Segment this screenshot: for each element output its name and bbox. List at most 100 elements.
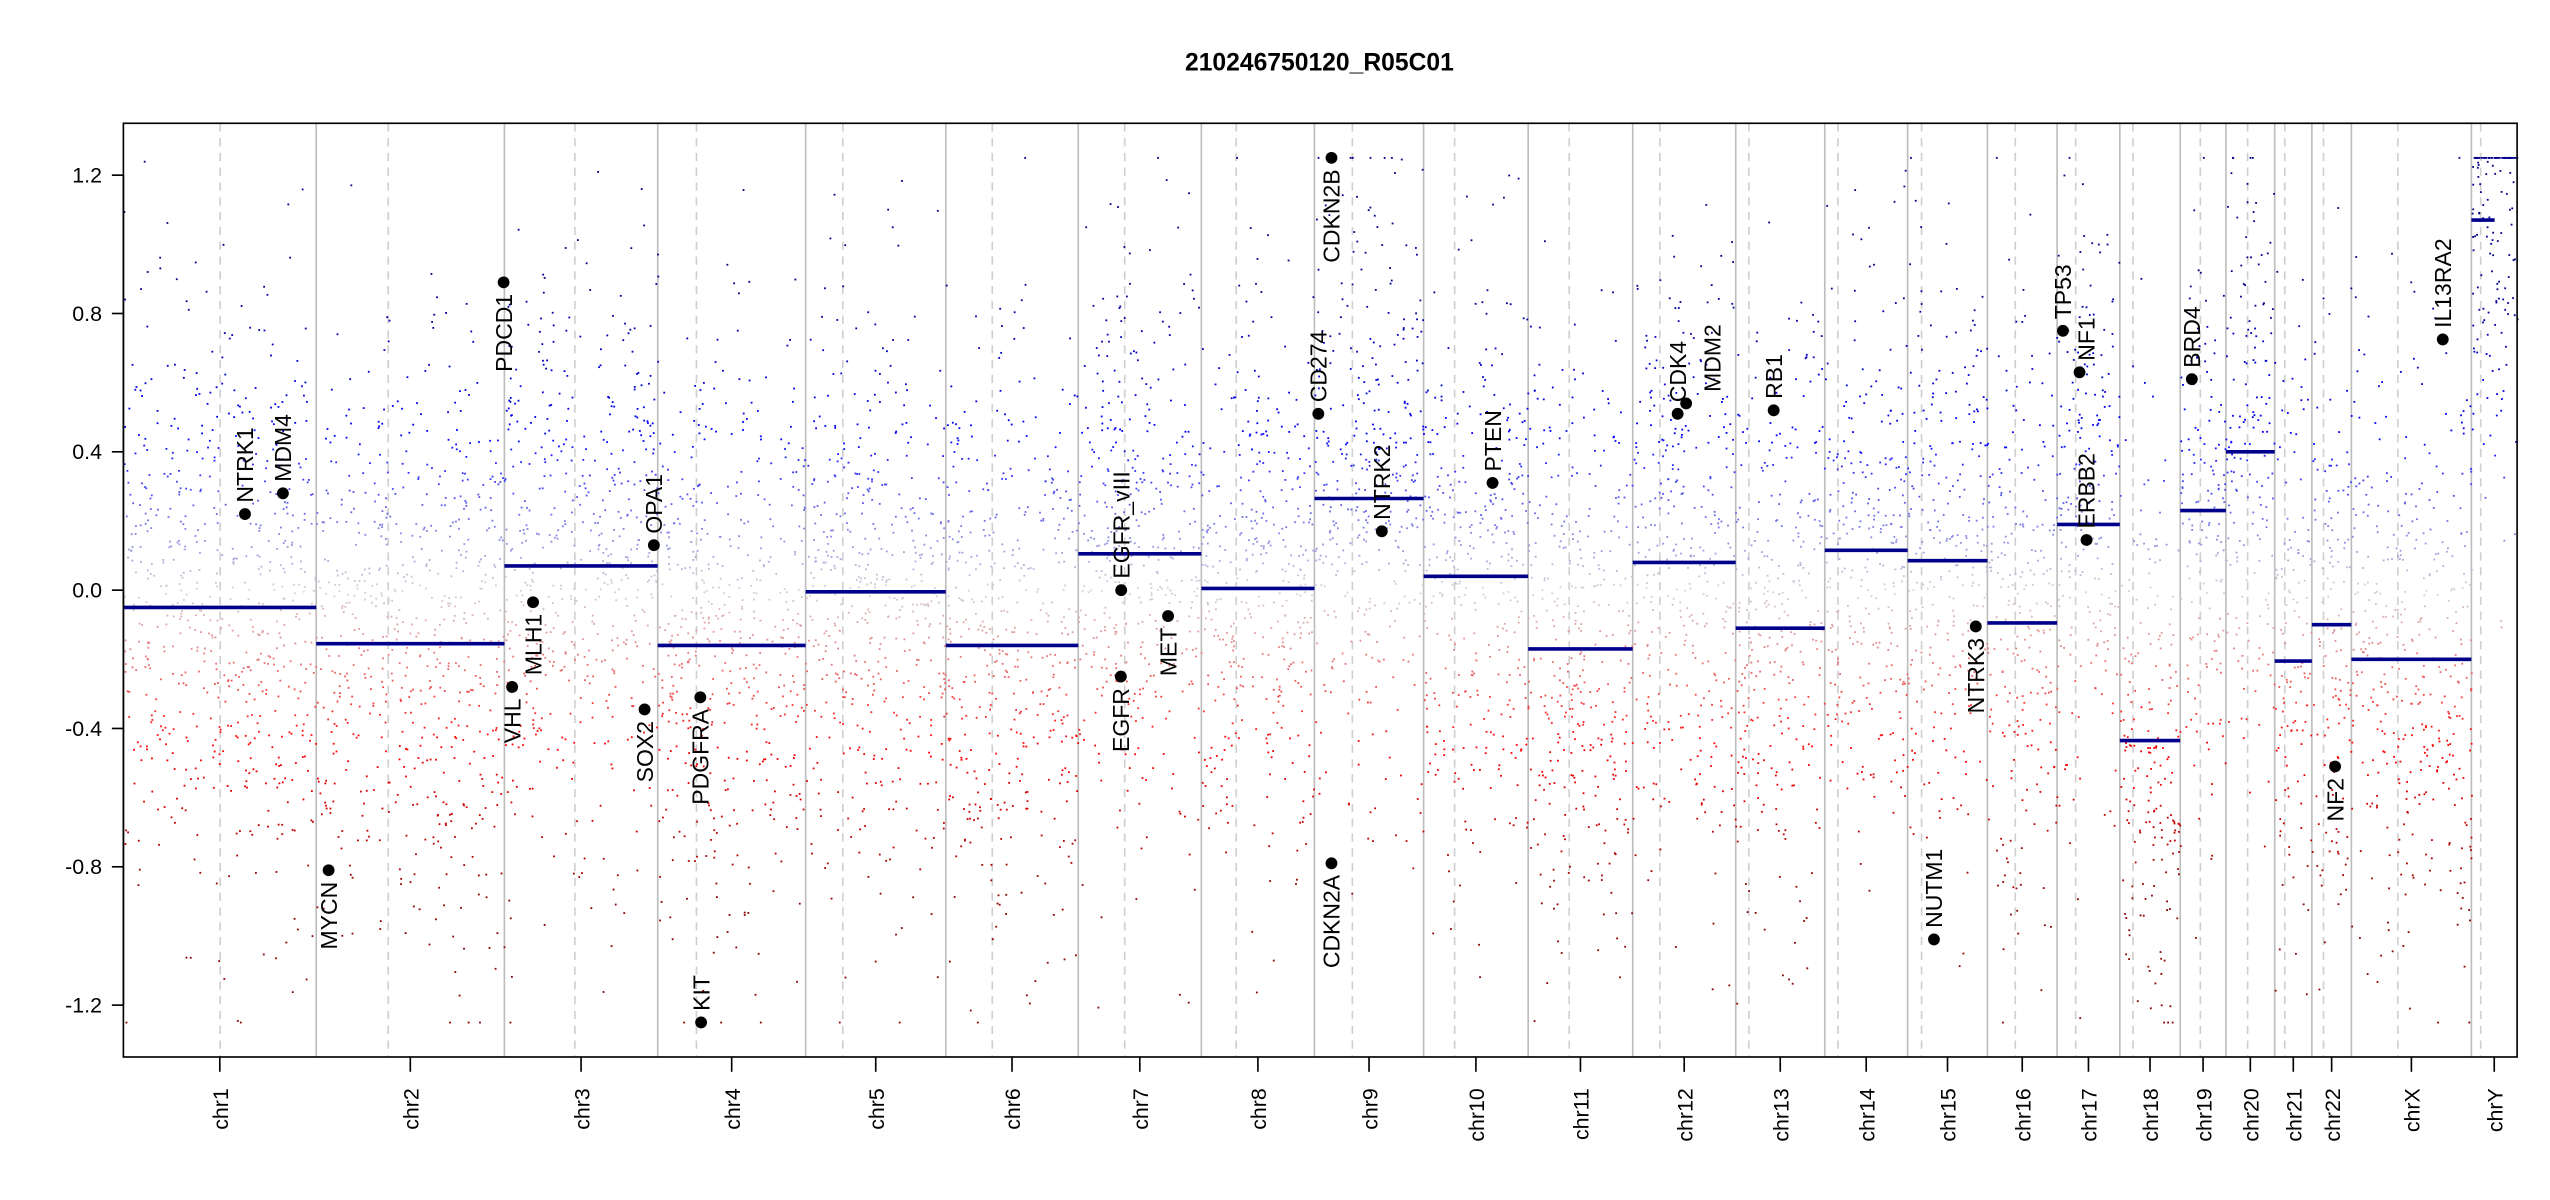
probe-point xyxy=(433,634,436,636)
probe-point xyxy=(1291,762,1294,764)
probe-point xyxy=(206,402,209,405)
probe-point xyxy=(958,551,961,554)
probe-point xyxy=(1077,742,1080,744)
probe-point xyxy=(1479,413,1482,416)
probe-point xyxy=(661,715,663,718)
probe-point xyxy=(1152,674,1155,677)
probe-point xyxy=(1210,618,1213,621)
probe-point xyxy=(667,720,670,723)
probe-point xyxy=(1207,683,1210,686)
probe-point xyxy=(542,608,545,610)
probe-point xyxy=(1281,637,1284,640)
probe-point xyxy=(479,730,481,733)
probe-point xyxy=(1051,713,1054,716)
probe-point xyxy=(1493,493,1496,495)
probe-point xyxy=(181,807,184,810)
probe-point xyxy=(194,535,197,537)
probe-point xyxy=(336,700,339,703)
probe-point xyxy=(140,560,142,563)
probe-point xyxy=(1052,508,1054,510)
probe-point xyxy=(185,300,188,303)
probe-point xyxy=(1516,559,1518,562)
probe-point xyxy=(449,813,451,816)
probe-point xyxy=(1518,463,1521,465)
probe-point xyxy=(213,750,216,753)
probe-point xyxy=(1269,733,1272,736)
probe-point xyxy=(1193,888,1196,891)
probe-point xyxy=(128,407,131,410)
probe-point xyxy=(1061,388,1064,391)
probe-point xyxy=(1575,521,1577,523)
probe-point xyxy=(793,754,796,756)
probe-point xyxy=(965,561,967,564)
probe-point xyxy=(135,525,137,528)
probe-point xyxy=(895,714,898,717)
probe-point xyxy=(391,405,394,407)
probe-point xyxy=(701,403,704,405)
probe-point xyxy=(1162,533,1165,536)
probe-point xyxy=(1190,606,1193,609)
probe-point xyxy=(772,890,775,893)
probe-point xyxy=(864,618,867,621)
probe-point xyxy=(1284,778,1287,780)
probe-point xyxy=(263,329,266,332)
probe-point xyxy=(255,872,257,874)
probe-point xyxy=(483,612,486,615)
probe-point xyxy=(857,575,860,578)
probe-point xyxy=(544,624,547,626)
probe-point xyxy=(484,554,487,557)
probe-point xyxy=(439,646,441,649)
probe-point xyxy=(1168,664,1171,667)
probe-point xyxy=(199,552,201,554)
probe-point xyxy=(486,617,489,620)
probe-point xyxy=(707,563,710,566)
probe-point xyxy=(1006,439,1009,442)
probe-point xyxy=(716,338,719,341)
probe-point xyxy=(1415,517,1418,520)
probe-point xyxy=(389,515,392,518)
probe-point xyxy=(1564,814,1567,816)
probe-point xyxy=(447,411,449,414)
probe-point xyxy=(738,587,741,589)
probe-point xyxy=(970,435,973,438)
probe-point xyxy=(1145,383,1148,385)
probe-point xyxy=(1145,836,1148,839)
probe-point xyxy=(1078,481,1081,484)
probe-point xyxy=(643,419,646,422)
probe-point xyxy=(702,382,705,384)
probe-point xyxy=(847,611,850,614)
probe-point xyxy=(1580,701,1583,704)
probe-point xyxy=(1191,648,1194,651)
probe-point xyxy=(1395,441,1398,444)
probe-point xyxy=(485,529,488,532)
probe-point xyxy=(1350,347,1352,350)
probe-point xyxy=(1377,459,1380,462)
probe-point xyxy=(1231,804,1234,807)
probe-point xyxy=(715,882,718,885)
probe-point xyxy=(232,558,235,561)
probe-point xyxy=(397,630,399,633)
probe-point xyxy=(1001,662,1004,665)
probe-point xyxy=(195,725,198,728)
probe-point xyxy=(361,814,364,817)
probe-point xyxy=(1308,632,1311,635)
probe-point xyxy=(831,529,834,532)
probe-point xyxy=(291,541,294,544)
probe-point xyxy=(412,721,414,724)
probe-point xyxy=(450,721,453,724)
probe-point xyxy=(776,758,779,760)
probe-point xyxy=(949,737,952,740)
probe-point xyxy=(861,512,863,515)
probe-point xyxy=(813,506,816,508)
probe-point xyxy=(880,784,883,787)
probe-point xyxy=(605,700,608,702)
probe-point xyxy=(688,719,691,722)
probe-point xyxy=(1599,630,1602,633)
probe-point xyxy=(802,465,805,468)
probe-point xyxy=(426,463,429,466)
probe-point xyxy=(1260,291,1263,293)
probe-point xyxy=(736,481,738,484)
probe-point xyxy=(1036,742,1039,745)
probe-point xyxy=(631,705,634,708)
probe-point xyxy=(963,681,966,683)
